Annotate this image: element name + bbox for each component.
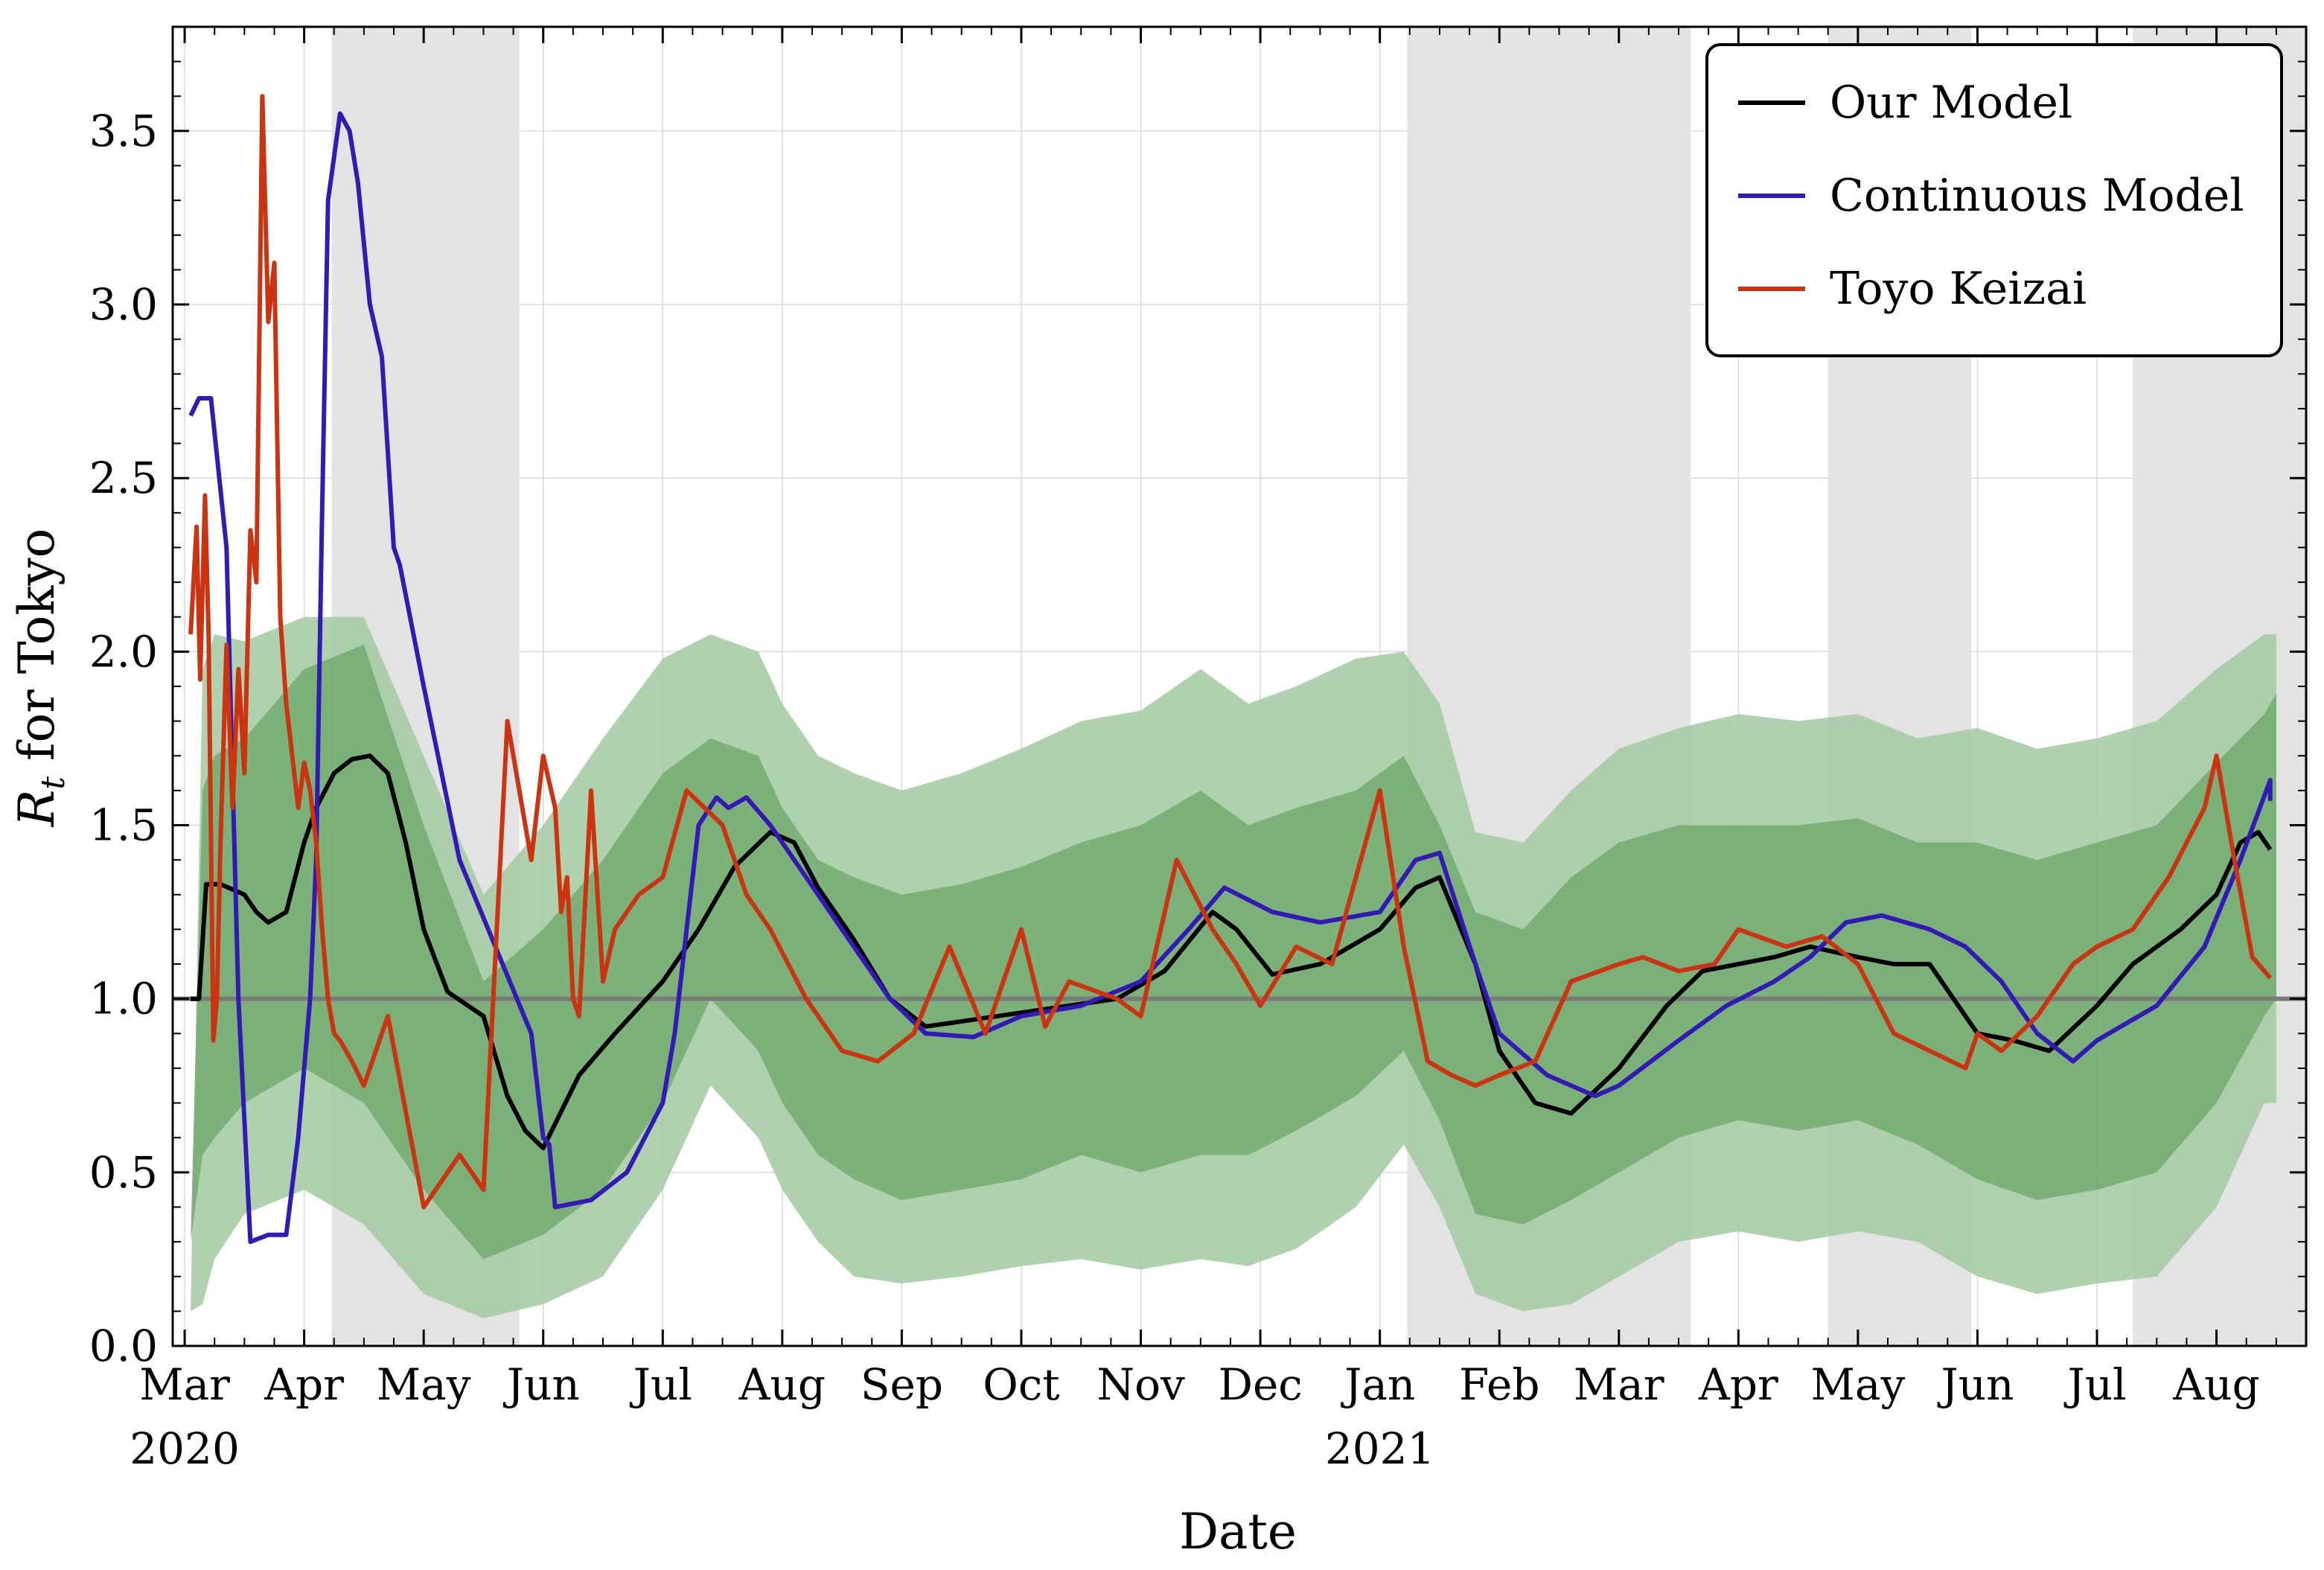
x-tick-label: Jul [630, 1359, 692, 1410]
year-label: 2021 [1325, 1423, 1435, 1474]
legend-box [1705, 43, 2283, 357]
x-tick-label: May [377, 1359, 471, 1410]
year-labels: 2020 2021 [130, 1423, 1434, 1474]
x-tick-label: Aug [738, 1359, 826, 1410]
series-line-toyo-keizai [188, 94, 2273, 1210]
y-tick-label: 2.0 [89, 626, 158, 677]
y-tick-label: 3.0 [89, 279, 158, 330]
legend-label-toyo-keizai: Toyo Keizai [1830, 263, 2087, 315]
x-tick-label: Dec [1218, 1359, 1302, 1410]
x-tick-label: Oct [983, 1359, 1059, 1410]
x-tick-label: Aug [2172, 1359, 2259, 1410]
x-tick-label: Mar [1574, 1359, 1664, 1410]
series-line-continuous-model [188, 111, 2273, 1245]
y-tick-labels: 0.0 0.5 1.0 1.5 2.0 2.5 3.0 3.5 [89, 106, 158, 1371]
y-tick-label: 1.5 [89, 800, 158, 851]
y-tick-label: 3.5 [89, 106, 158, 156]
x-tick-label: May [1811, 1359, 1906, 1410]
x-tick-label: Apr [264, 1359, 344, 1410]
series-line-our-model [191, 753, 2273, 1151]
y-axis-title: Rt for Tokyo [8, 529, 72, 828]
x-tick-label: Nov [1096, 1359, 1185, 1410]
legend: Our Model Continuous Model Toyo Keizai [1705, 43, 2283, 357]
x-tick-label: Feb [1459, 1359, 1540, 1410]
year-label: 2020 [130, 1423, 240, 1474]
legend-label-continuous-model: Continuous Model [1830, 170, 2244, 222]
axis-ticks [173, 27, 2307, 1347]
x-tick-label: Jan [1341, 1359, 1415, 1410]
series-lines [188, 94, 2273, 1245]
y-tick-label: 1.0 [89, 974, 158, 1024]
y-axis-title-symbol: R [8, 790, 66, 828]
x-tick-labels: Mar Apr May Jun Jul Aug Sep Oct Nov Dec Jan Feb Mar A… [139, 1359, 2260, 1410]
x-tick-label: Sep [861, 1359, 943, 1410]
band-inner-interval [191, 645, 2276, 1260]
x-tick-label: Jul [2063, 1359, 2126, 1410]
confidence-bands [191, 616, 2276, 1318]
y-tick-label: 2.5 [89, 453, 158, 503]
x-tick-label: Apr [1698, 1359, 1778, 1410]
x-tick-label: Mar [139, 1359, 230, 1410]
y-axis-title-subscript: t [34, 776, 72, 790]
x-tick-label: Jun [503, 1359, 580, 1410]
y-axis-title-rest: for Tokyo [8, 529, 66, 776]
y-tick-label: 0.5 [89, 1147, 158, 1198]
x-tick-label: Jun [1937, 1359, 2014, 1410]
y-tick-label: 0.0 [89, 1321, 158, 1371]
x-axis-title: Date [1179, 1503, 1297, 1560]
legend-label-our-model: Our Model [1830, 77, 2072, 129]
